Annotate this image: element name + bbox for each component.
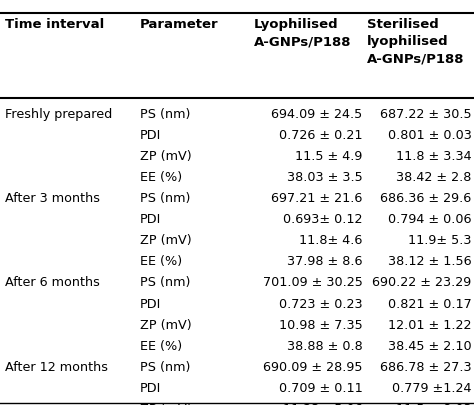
Text: After 12 months: After 12 months (5, 360, 108, 373)
Text: ZP (mV): ZP (mV) (140, 234, 191, 247)
Text: ZP (mV): ZP (mV) (140, 402, 191, 405)
Text: 0.693± 0.12: 0.693± 0.12 (283, 213, 363, 226)
Text: 0.794 ± 0.06: 0.794 ± 0.06 (388, 213, 472, 226)
Text: 0.709 ± 0.11: 0.709 ± 0.11 (279, 381, 363, 394)
Text: 11.8± 4.6: 11.8± 4.6 (299, 234, 363, 247)
Text: 0.801 ± 0.03: 0.801 ± 0.03 (388, 128, 472, 141)
Text: PDI: PDI (140, 128, 161, 141)
Text: 11.23± 5.06: 11.23± 5.06 (283, 402, 363, 405)
Text: 690.09 ± 28.95: 690.09 ± 28.95 (263, 360, 363, 373)
Text: 701.09 ± 30.25: 701.09 ± 30.25 (263, 276, 363, 289)
Text: ZP (mV): ZP (mV) (140, 149, 191, 162)
Text: 38.12 ± 1.56: 38.12 ± 1.56 (388, 255, 472, 268)
Text: 694.09 ± 24.5: 694.09 ± 24.5 (271, 107, 363, 120)
Text: Lyophilised
A-GNPs/P188: Lyophilised A-GNPs/P188 (254, 18, 351, 48)
Text: 0.726 ± 0.21: 0.726 ± 0.21 (279, 128, 363, 141)
Text: PS (nm): PS (nm) (140, 360, 190, 373)
Text: PDI: PDI (140, 297, 161, 310)
Text: Time interval: Time interval (5, 18, 104, 31)
Text: 38.88 ± 0.8: 38.88 ± 0.8 (287, 339, 363, 352)
Text: PS (nm): PS (nm) (140, 276, 190, 289)
Text: EE (%): EE (%) (140, 339, 182, 352)
Text: 686.78 ± 27.3: 686.78 ± 27.3 (380, 360, 472, 373)
Text: 12.01 ± 1.22: 12.01 ± 1.22 (388, 318, 472, 331)
Text: 686.36 ± 29.6: 686.36 ± 29.6 (380, 192, 472, 205)
Text: After 6 months: After 6 months (5, 276, 100, 289)
Text: Freshly prepared: Freshly prepared (5, 107, 112, 120)
Text: PDI: PDI (140, 381, 161, 394)
Text: 10.98 ± 7.35: 10.98 ± 7.35 (279, 318, 363, 331)
Text: 0.779 ±1.24: 0.779 ±1.24 (392, 381, 472, 394)
Text: 11.5 ± 4.9: 11.5 ± 4.9 (295, 149, 363, 162)
Text: 687.22 ± 30.5: 687.22 ± 30.5 (380, 107, 472, 120)
Text: PDI: PDI (140, 213, 161, 226)
Text: PS (nm): PS (nm) (140, 192, 190, 205)
Text: EE (%): EE (%) (140, 255, 182, 268)
Text: 38.03 ± 3.5: 38.03 ± 3.5 (287, 171, 363, 183)
Text: PS (nm): PS (nm) (140, 107, 190, 120)
Text: ZP (mV): ZP (mV) (140, 318, 191, 331)
Text: 697.21 ± 21.6: 697.21 ± 21.6 (271, 192, 363, 205)
Text: Parameter: Parameter (140, 18, 219, 31)
Text: 11.5 ± 8.03: 11.5 ± 8.03 (396, 402, 472, 405)
Text: 0.723 ± 0.23: 0.723 ± 0.23 (279, 297, 363, 310)
Text: 690.22 ± 23.29: 690.22 ± 23.29 (373, 276, 472, 289)
Text: 38.45 ± 2.10: 38.45 ± 2.10 (388, 339, 472, 352)
Text: 11.8 ± 3.34: 11.8 ± 3.34 (396, 149, 472, 162)
Text: 11.9± 5.3: 11.9± 5.3 (408, 234, 472, 247)
Text: After 3 months: After 3 months (5, 192, 100, 205)
Text: 37.98 ± 8.6: 37.98 ± 8.6 (287, 255, 363, 268)
Text: 38.42 ± 2.8: 38.42 ± 2.8 (396, 171, 472, 183)
Text: EE (%): EE (%) (140, 171, 182, 183)
Text: 0.821 ± 0.17: 0.821 ± 0.17 (388, 297, 472, 310)
Text: Sterilised
lyophilised
A-GNPs/P188: Sterilised lyophilised A-GNPs/P188 (367, 18, 465, 65)
